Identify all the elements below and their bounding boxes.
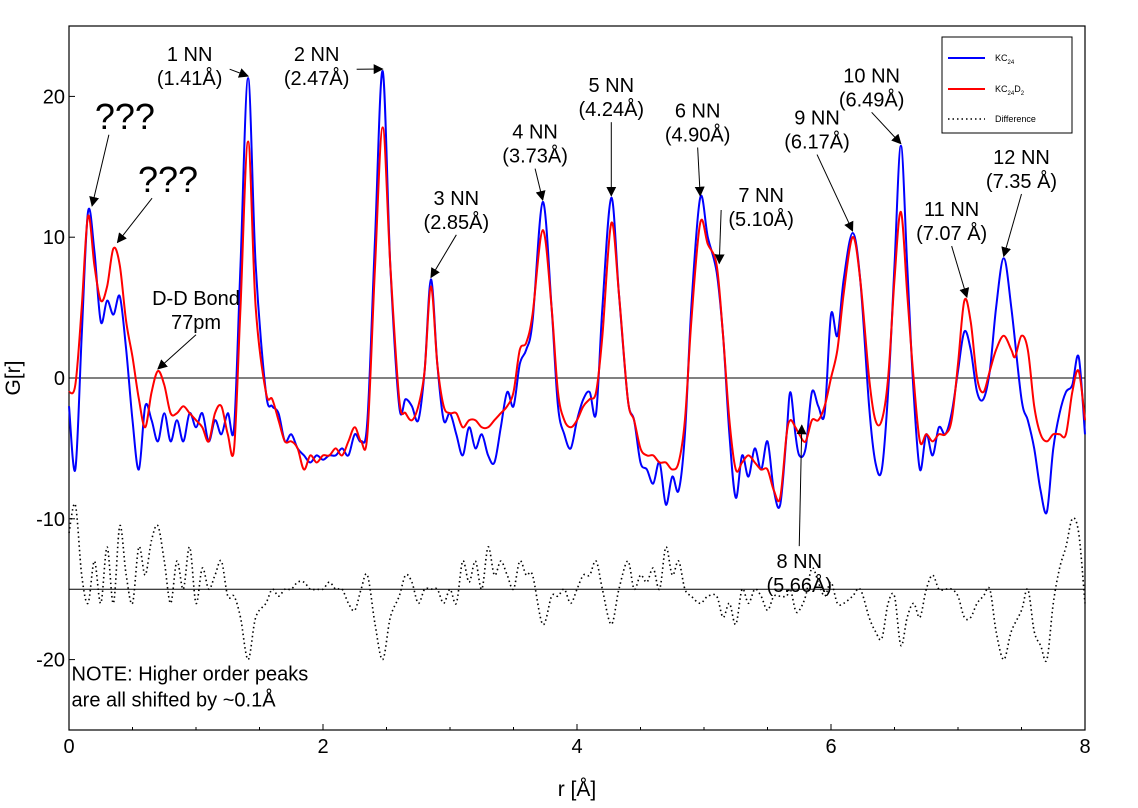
peak-label-1: 1 NN (1.41Å) bbox=[157, 44, 223, 90]
x-tick-label-2: 4 bbox=[571, 736, 582, 758]
peak-label-6: 6 NN (4.90Å) bbox=[665, 101, 731, 147]
peak-label-9: 9 NN (6.17Å) bbox=[784, 108, 850, 154]
question-mark-0: ??? bbox=[95, 96, 155, 137]
x-tick-label-3: 6 bbox=[825, 736, 836, 758]
series-line-1 bbox=[68, 126, 1086, 503]
x-axis-title: r [Å] bbox=[558, 778, 597, 801]
question-arrow-1 bbox=[116, 197, 153, 244]
series-group bbox=[68, 70, 1086, 662]
y-tick-label-4: 20 bbox=[43, 86, 65, 108]
peak-arrow-0 bbox=[157, 334, 197, 370]
peak-arrow-8 bbox=[796, 424, 807, 547]
x-tick-label-4: 8 bbox=[1079, 736, 1090, 758]
legend-box bbox=[941, 36, 1073, 134]
peak-label-3: 3 NN (2.85Å) bbox=[424, 188, 490, 234]
y-tick-label-3: 10 bbox=[43, 227, 65, 249]
x-tick-label-1: 2 bbox=[317, 736, 328, 758]
y-tick-label-1: -10 bbox=[36, 509, 65, 531]
peak-label-5: 5 NN (4.24Å) bbox=[578, 75, 644, 121]
peak-label-10: 10 NN (6.49Å) bbox=[839, 65, 905, 111]
series-line-0 bbox=[68, 70, 1086, 515]
reference-lines bbox=[69, 377, 1085, 590]
legend: KC24 KC24D2 Difference bbox=[941, 36, 1073, 134]
annotations-group: ?????? D-D Bond 77pm 1 NN (1.41Å) 2 NN (2.47Å)… bbox=[72, 44, 1058, 712]
peak-label-0: D-D Bond 77pm bbox=[152, 288, 240, 334]
legend-label-kc24d2: KC24D2 bbox=[995, 84, 1025, 97]
peak-arrow-12 bbox=[1001, 193, 1022, 258]
legend-label-kc24: KC24 bbox=[995, 53, 1015, 66]
peak-arrow-9 bbox=[816, 154, 854, 232]
question-mark-1: ??? bbox=[138, 159, 198, 200]
peak-label-12: 12 NN (7.35 Å) bbox=[986, 147, 1057, 193]
x-tick-label-0: 0 bbox=[63, 736, 74, 758]
peak-arrow-7 bbox=[714, 209, 725, 265]
y-tick-label-0: -20 bbox=[36, 650, 65, 672]
peak-arrow-10 bbox=[871, 111, 902, 145]
peak-arrow-11 bbox=[951, 245, 970, 299]
peak-label-11: 11 NN (7.07 Å) bbox=[916, 199, 987, 245]
legend-label-difference: Difference bbox=[995, 114, 1036, 124]
y-tick-label-2: 0 bbox=[54, 368, 65, 390]
peak-label-4: 4 NN (3.73Å) bbox=[502, 122, 568, 168]
question-arrow-0 bbox=[89, 134, 110, 207]
axis-ticks: 0 2 4 6 8 -20 -10 0 10 20 bbox=[36, 86, 1090, 758]
series-line-2 bbox=[68, 502, 1086, 662]
peak-arrow-4 bbox=[534, 168, 546, 201]
peak-label-8: 8 NN (5.66Å) bbox=[766, 551, 832, 597]
peak-arrow-3 bbox=[430, 234, 457, 279]
peak-arrow-1 bbox=[229, 68, 250, 78]
peak-label-7: 7 NN (5.10Å) bbox=[728, 185, 794, 231]
peak-arrow-6 bbox=[694, 147, 705, 197]
peak-label-2: 2 NN (2.47Å) bbox=[284, 44, 350, 90]
note-text: NOTE: Higher order peaks are all shifted … bbox=[72, 664, 309, 712]
y-axis-title: G[r] bbox=[2, 361, 25, 396]
